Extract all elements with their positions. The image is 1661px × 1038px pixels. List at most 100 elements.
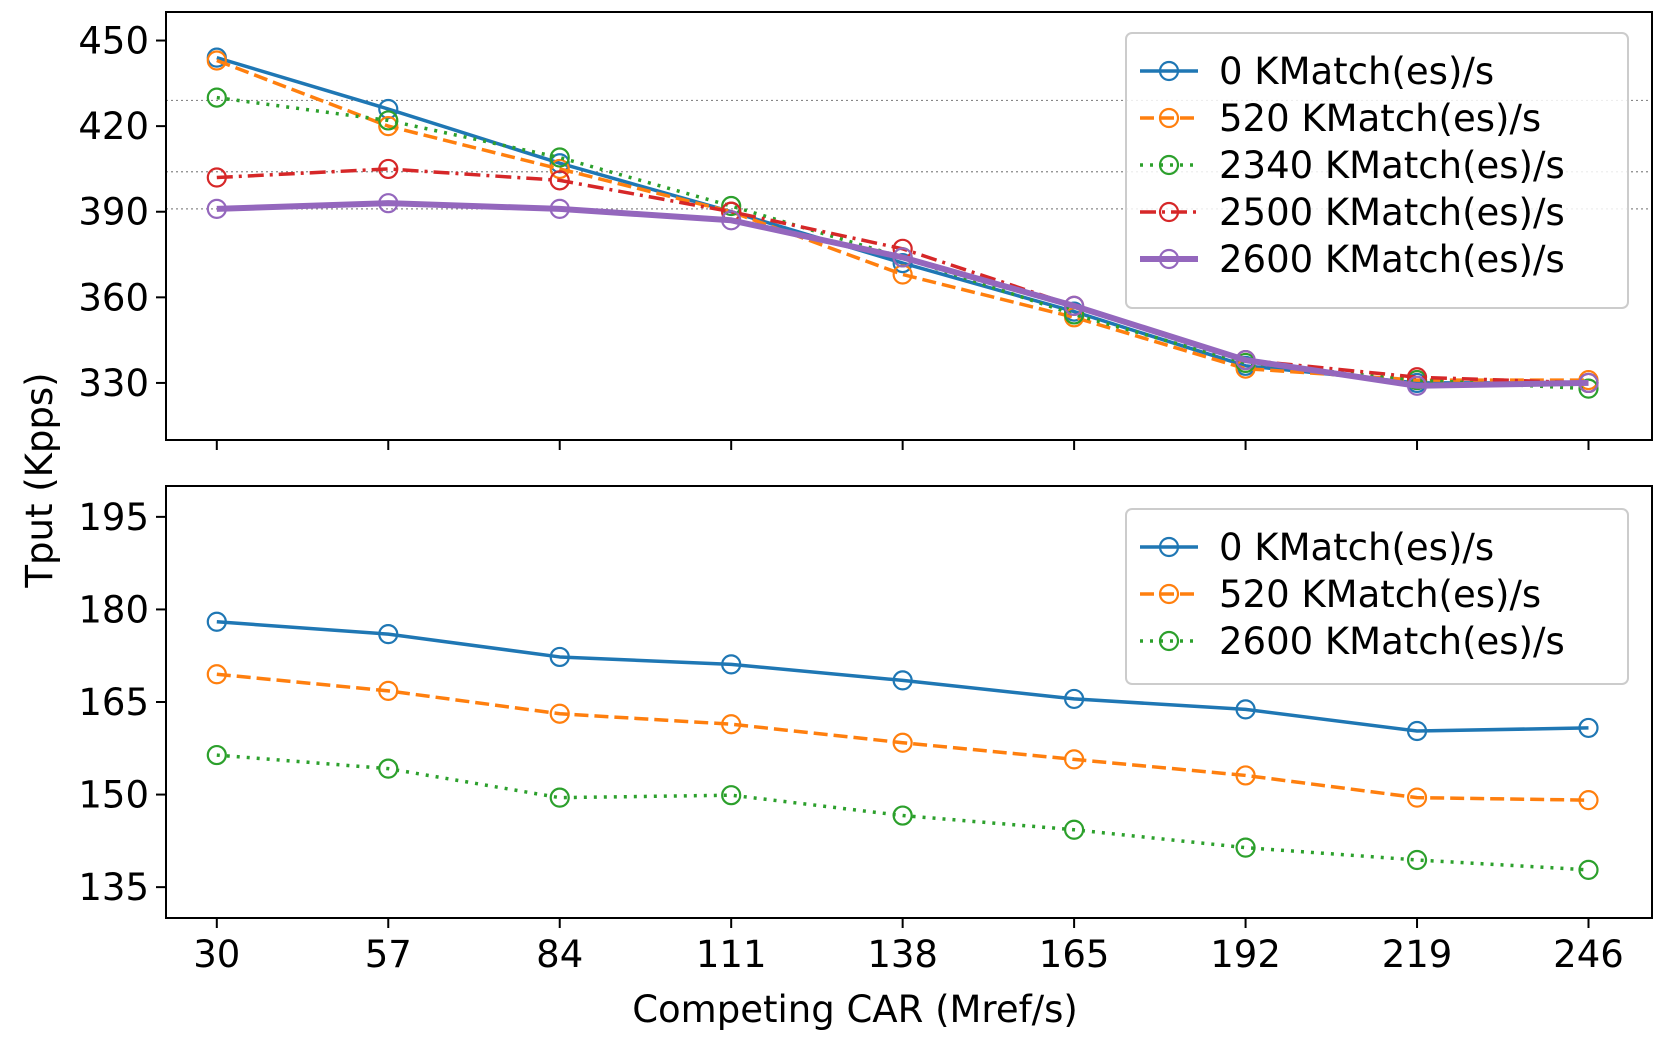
data-point [549, 198, 570, 219]
data-point [549, 787, 570, 808]
y-tick-label: 420 [78, 105, 149, 148]
data-point [1235, 699, 1256, 720]
legend-label: 520 KMatch(es)/s [1219, 573, 1541, 616]
x-tick-label: 138 [867, 933, 938, 976]
data-point [1406, 849, 1428, 871]
data-point [206, 744, 227, 766]
x-tick-label: 192 [1210, 933, 1281, 976]
data-point [549, 646, 570, 668]
data-point [1578, 790, 1599, 811]
data-point [378, 624, 399, 645]
data-point [549, 158, 570, 180]
data-point [721, 195, 742, 217]
y-tick-label: 180 [78, 588, 149, 631]
legend-box [1125, 32, 1629, 309]
legend-label: 2600 KMatch(es)/s [1219, 620, 1565, 663]
legend-marker [1158, 536, 1180, 558]
x-tick-label: 57 [365, 933, 412, 976]
series-line [216, 620, 1589, 733]
series-line [216, 200, 1589, 389]
x-tick-label: 111 [696, 933, 767, 976]
legend-marker [1158, 60, 1180, 82]
series-2 [206, 744, 1599, 880]
data-point [892, 805, 913, 826]
legend-marker [1158, 248, 1180, 270]
x-tick-label: 30 [193, 933, 240, 976]
data-point [206, 50, 227, 71]
y-tick-label: 330 [78, 362, 149, 405]
data-point [378, 110, 399, 131]
data-point [721, 785, 742, 806]
data-point [378, 193, 399, 214]
x-tick-label: 219 [1382, 933, 1453, 976]
legend-marker [1158, 154, 1180, 176]
data-point [378, 758, 399, 779]
x-axis-label: Competing CAR (Mref/s) [632, 988, 1078, 1031]
y-axis-label: Tput (Kpps) [18, 372, 61, 588]
legend-box [1125, 508, 1629, 685]
y-tick-label: 195 [78, 496, 149, 539]
series-line [216, 672, 1589, 802]
legend-label: 2500 KMatch(es)/s [1219, 191, 1565, 234]
data-point [1578, 859, 1599, 880]
data-point [1406, 787, 1428, 808]
data-point [1064, 819, 1085, 840]
legend-marker [1158, 107, 1180, 129]
data-point [1235, 837, 1256, 858]
data-point [206, 167, 227, 188]
data-point [1064, 295, 1085, 316]
data-point [721, 210, 742, 231]
data-point [721, 714, 742, 735]
series-0 [206, 611, 1599, 742]
legend-label: 520 KMatch(es)/s [1219, 97, 1541, 140]
data-point [892, 252, 913, 274]
x-tick-label: 84 [536, 933, 583, 976]
legend-label: 0 KMatch(es)/s [1219, 526, 1494, 569]
y-tick-label: 165 [78, 681, 149, 724]
series-1 [206, 664, 1599, 811]
data-point [549, 703, 570, 724]
data-point [206, 87, 227, 108]
x-tick-label: 246 [1553, 933, 1624, 976]
y-tick-label: 390 [78, 191, 149, 234]
data-point [378, 680, 399, 701]
data-point [549, 147, 570, 168]
series-4 [206, 193, 1599, 396]
legend-marker [1158, 630, 1180, 652]
data-point [549, 170, 570, 191]
series-line [216, 95, 1589, 391]
data-point [892, 732, 913, 753]
data-point [206, 198, 227, 219]
y-tick-label: 135 [78, 866, 149, 909]
legend-label: 0 KMatch(es)/s [1219, 50, 1494, 93]
data-point [1406, 720, 1428, 742]
data-point [1578, 378, 1599, 399]
x-tick-label: 165 [1039, 933, 1110, 976]
y-tick-label: 360 [78, 276, 149, 319]
data-point [1578, 717, 1599, 739]
data-point [1406, 375, 1428, 396]
data-point [1235, 350, 1256, 371]
data-point [721, 654, 742, 675]
axes-frame [165, 485, 1653, 919]
legend-marker [1158, 583, 1180, 605]
legend-marker [1158, 201, 1180, 223]
axes-frame [165, 11, 1653, 441]
y-tick-label: 450 [78, 20, 149, 63]
y-tick-label: 150 [78, 774, 149, 817]
data-point [892, 670, 913, 691]
data-point [892, 247, 913, 268]
data-point [1235, 765, 1256, 786]
data-point [1064, 688, 1085, 710]
data-point [378, 158, 399, 180]
data-point [206, 664, 227, 685]
data-point [1578, 372, 1599, 394]
data-point [206, 611, 227, 632]
legend-label: 2340 KMatch(es)/s [1219, 144, 1565, 187]
series-line [216, 753, 1589, 872]
panel-bottom: 135 150 165 180 195 30 57 84 111 138 165 192 219 246 0… [78, 485, 1653, 976]
